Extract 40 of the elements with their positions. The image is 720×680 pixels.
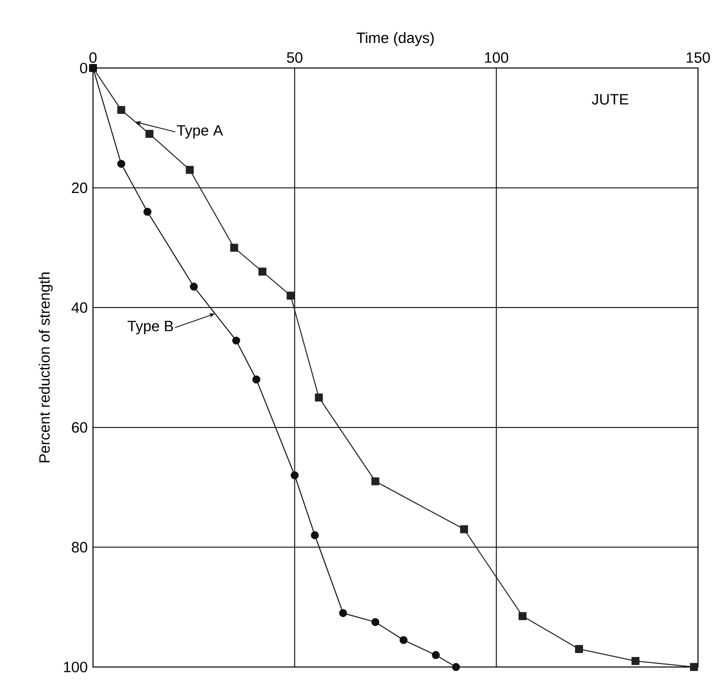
point	[518, 612, 527, 620]
series-label: Type A	[176, 125, 224, 139]
point	[190, 282, 198, 291]
point	[230, 244, 238, 252]
point	[690, 663, 698, 671]
point	[310, 531, 319, 540]
y-tick-label: 100	[64, 662, 88, 672]
point	[252, 375, 260, 384]
x-axis-title: Time (days)	[356, 32, 434, 46]
point	[286, 292, 295, 300]
point	[400, 636, 408, 644]
point	[632, 657, 640, 666]
point	[371, 477, 380, 486]
point	[452, 663, 460, 671]
y-tick-label: 80	[72, 542, 88, 552]
point	[460, 525, 468, 534]
annotation: JUTE	[592, 94, 628, 105]
text: Type B	[128, 320, 174, 334]
x-tick-label: 50	[286, 52, 302, 63]
y-tick-label: 60	[72, 422, 88, 433]
point	[290, 471, 299, 480]
x-tick-label: 0	[89, 52, 97, 63]
point	[145, 130, 154, 138]
y-tick-label: 40	[72, 302, 88, 313]
point	[258, 268, 266, 276]
point	[232, 336, 240, 345]
y-axis-title: Percent reduction of strength	[38, 272, 53, 462]
point	[117, 160, 126, 168]
point	[339, 609, 348, 618]
x-tick-label: 100	[485, 52, 508, 63]
y-tick-label: 20	[72, 182, 88, 194]
point	[314, 393, 323, 402]
x-tick-label: 150	[686, 52, 710, 63]
point	[143, 208, 152, 216]
point	[117, 106, 126, 114]
point	[575, 645, 584, 654]
point	[432, 651, 440, 660]
point	[186, 166, 194, 174]
y-tick-label: 0	[80, 62, 88, 74]
point	[371, 618, 380, 626]
